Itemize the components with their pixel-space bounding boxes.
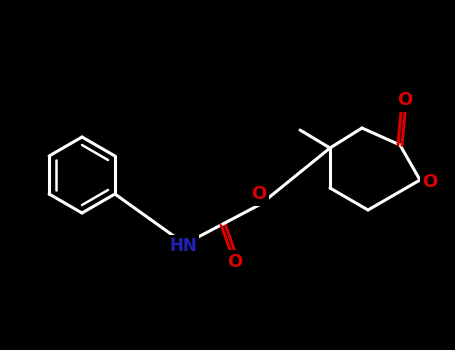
Text: O: O [228,253,243,271]
Text: HN: HN [169,237,197,255]
Text: O: O [251,185,267,203]
Text: O: O [422,173,438,191]
Text: O: O [397,91,413,109]
